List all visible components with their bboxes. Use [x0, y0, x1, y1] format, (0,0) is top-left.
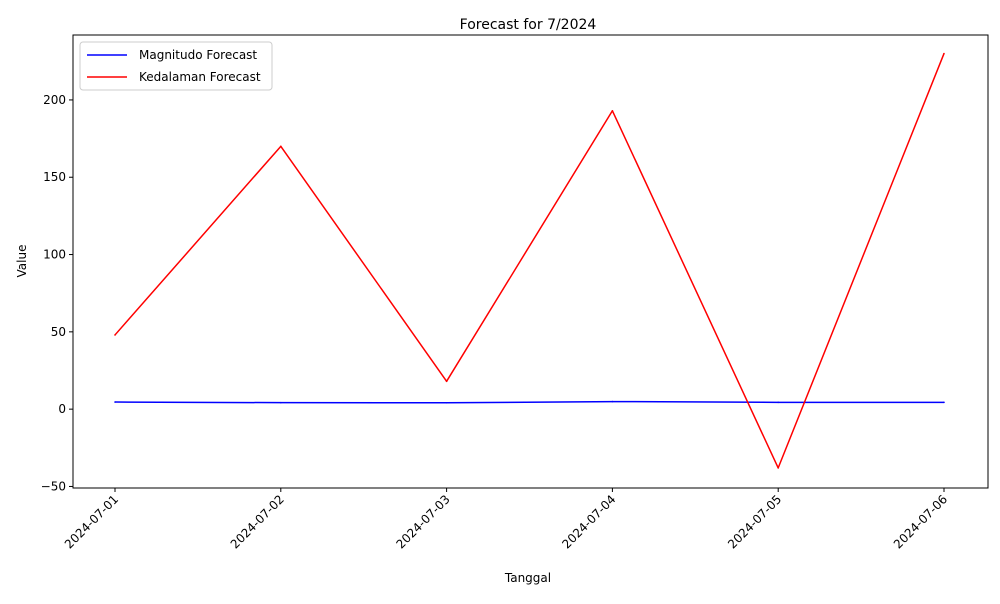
- y-tick-label: −50: [41, 479, 66, 493]
- x-tick-label: 2024-07-04: [559, 492, 618, 551]
- x-tick-label: 2024-07-02: [228, 492, 287, 551]
- legend-label: Magnitudo Forecast: [139, 48, 257, 62]
- series-line-1: [114, 400, 944, 404]
- y-tick-label: 150: [43, 170, 66, 184]
- legend-label: Kedalaman Forecast: [139, 70, 261, 84]
- data-point: [611, 400, 614, 403]
- legend: Magnitudo Forecast Kedalaman Forecast: [79, 41, 273, 91]
- data-point: [777, 401, 779, 404]
- data-point: [777, 467, 779, 469]
- y-axis-label: Value: [15, 245, 29, 278]
- data-point: [943, 401, 945, 404]
- data-point: [943, 52, 945, 55]
- data-point: [114, 401, 116, 403]
- y-tick-label: 50: [51, 325, 66, 339]
- y-axis: −50 0 50 100 150 200: [41, 93, 73, 493]
- x-tick-label: 2024-07-05: [725, 492, 784, 551]
- series-line-2: [114, 53, 945, 469]
- legend-box: [79, 41, 273, 91]
- y-tick-label: 200: [43, 93, 66, 107]
- data-point: [280, 145, 282, 148]
- x-tick-label: 2024-07-03: [394, 492, 453, 551]
- data-point: [445, 402, 448, 404]
- x-axis: 2024-07-01 2024-07-02 2024-07-03 2024-07-04…: [62, 488, 950, 551]
- y-tick-label: 100: [43, 248, 66, 262]
- data-point: [114, 334, 116, 336]
- plot-lines: [114, 52, 945, 469]
- y-tick-label: 0: [58, 402, 66, 416]
- chart-title: Forecast for 7/2024: [460, 17, 597, 33]
- plot-frame: [72, 34, 989, 489]
- x-tick-label: 2024-07-01: [62, 492, 121, 551]
- data-point: [280, 401, 282, 404]
- x-axis-label: Tanggal: [504, 571, 551, 585]
- data-point: [611, 109, 614, 112]
- x-tick-label: 2024-07-06: [891, 492, 950, 551]
- data-point: [445, 380, 448, 383]
